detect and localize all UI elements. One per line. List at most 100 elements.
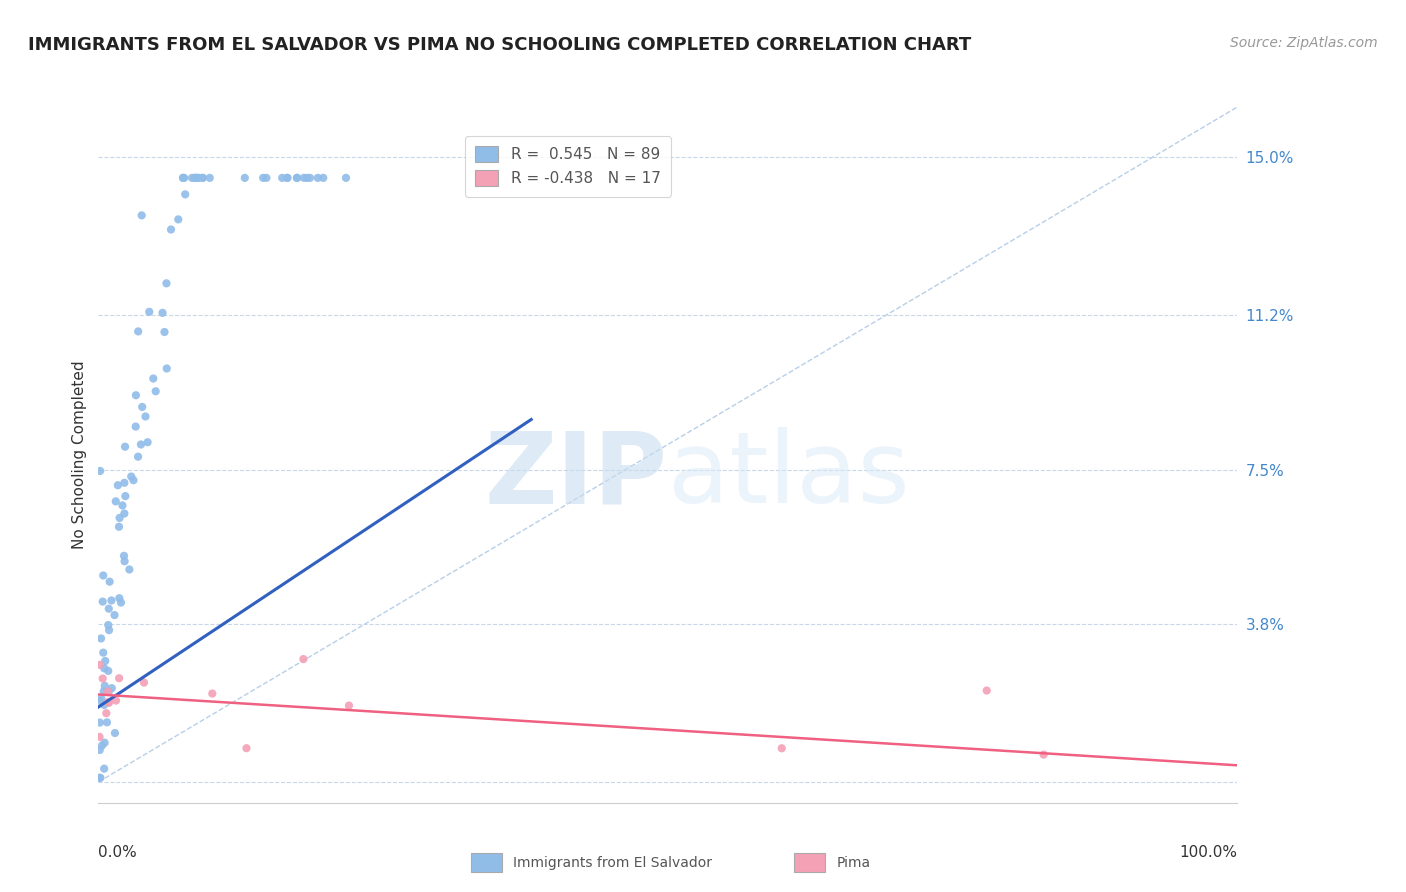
Point xyxy=(89,694,111,708)
Point xyxy=(114,489,136,503)
Point xyxy=(187,170,209,185)
Point xyxy=(93,736,115,750)
Point xyxy=(100,593,122,607)
Point xyxy=(127,325,149,339)
Point xyxy=(90,632,112,646)
Point xyxy=(108,511,131,525)
Point xyxy=(295,170,318,185)
Point xyxy=(98,696,121,710)
Point xyxy=(142,371,165,385)
Text: 0.0%: 0.0% xyxy=(98,845,138,860)
Text: atlas: atlas xyxy=(668,427,910,524)
Point xyxy=(173,170,195,185)
Point xyxy=(114,440,136,454)
Point xyxy=(104,726,127,740)
Point xyxy=(107,478,129,492)
Point xyxy=(252,170,274,185)
Text: Source: ZipAtlas.com: Source: ZipAtlas.com xyxy=(1230,36,1378,50)
Point xyxy=(976,683,998,698)
Point xyxy=(183,170,205,185)
Point xyxy=(184,170,207,185)
Point xyxy=(89,657,111,672)
Point xyxy=(124,419,146,434)
Point xyxy=(335,170,357,185)
Text: Pima: Pima xyxy=(837,855,870,870)
Point xyxy=(145,384,167,399)
Point xyxy=(153,325,176,339)
Point xyxy=(98,574,121,589)
Point xyxy=(160,222,183,236)
Point xyxy=(131,208,153,222)
Point xyxy=(96,706,118,721)
Point xyxy=(97,695,120,709)
Point xyxy=(114,554,136,568)
Point xyxy=(136,435,159,450)
Point xyxy=(118,562,141,576)
Point xyxy=(125,388,148,402)
Point xyxy=(97,618,120,632)
Point xyxy=(312,170,335,185)
Point xyxy=(97,664,120,678)
Point xyxy=(93,661,115,675)
Point xyxy=(97,684,120,698)
Point xyxy=(152,306,174,320)
Point xyxy=(101,681,124,696)
Point xyxy=(94,654,117,668)
Point xyxy=(104,494,127,508)
Point xyxy=(1032,747,1054,762)
Point xyxy=(156,361,179,376)
Point xyxy=(191,170,214,185)
Point xyxy=(89,771,111,785)
Point xyxy=(235,741,257,756)
Text: Immigrants from El Salvador: Immigrants from El Salvador xyxy=(513,855,713,870)
Point xyxy=(89,743,111,757)
Point xyxy=(138,305,160,319)
Point xyxy=(112,549,135,563)
Point xyxy=(181,170,204,185)
Point xyxy=(131,400,153,414)
Point xyxy=(93,698,115,712)
Point xyxy=(292,652,315,666)
Point xyxy=(271,170,294,185)
Point xyxy=(167,212,190,227)
Point xyxy=(91,646,114,660)
Point xyxy=(90,691,112,706)
Point xyxy=(103,608,125,623)
Point xyxy=(89,730,111,744)
Point xyxy=(174,187,197,202)
Point xyxy=(187,170,209,185)
Point xyxy=(337,698,360,713)
Point xyxy=(110,596,132,610)
Point xyxy=(276,170,298,185)
Point xyxy=(91,672,114,686)
Point xyxy=(122,473,145,487)
Legend: R =  0.545   N = 89, R = -0.438   N = 17: R = 0.545 N = 89, R = -0.438 N = 17 xyxy=(465,136,671,196)
Point xyxy=(129,437,152,451)
Point xyxy=(94,679,117,693)
Point xyxy=(112,507,135,521)
Point xyxy=(155,277,177,291)
Point xyxy=(186,170,208,185)
Point xyxy=(91,568,114,582)
Point xyxy=(98,623,121,637)
Point xyxy=(108,520,131,534)
Point xyxy=(233,170,256,185)
Point xyxy=(97,601,120,615)
Point xyxy=(172,170,194,185)
Point xyxy=(108,671,131,685)
Text: IMMIGRANTS FROM EL SALVADOR VS PIMA NO SCHOOLING COMPLETED CORRELATION CHART: IMMIGRANTS FROM EL SALVADOR VS PIMA NO S… xyxy=(28,36,972,54)
Y-axis label: No Schooling Completed: No Schooling Completed xyxy=(72,360,87,549)
Point xyxy=(770,741,793,756)
Point xyxy=(307,170,329,185)
Point xyxy=(120,469,142,483)
Point xyxy=(96,715,118,730)
Point xyxy=(89,715,111,730)
Point xyxy=(108,591,131,606)
Point xyxy=(134,409,156,424)
Point xyxy=(285,170,308,185)
Point xyxy=(91,594,114,608)
Point xyxy=(93,762,115,776)
Point xyxy=(285,170,308,185)
Point xyxy=(172,170,194,185)
Point xyxy=(201,687,224,701)
